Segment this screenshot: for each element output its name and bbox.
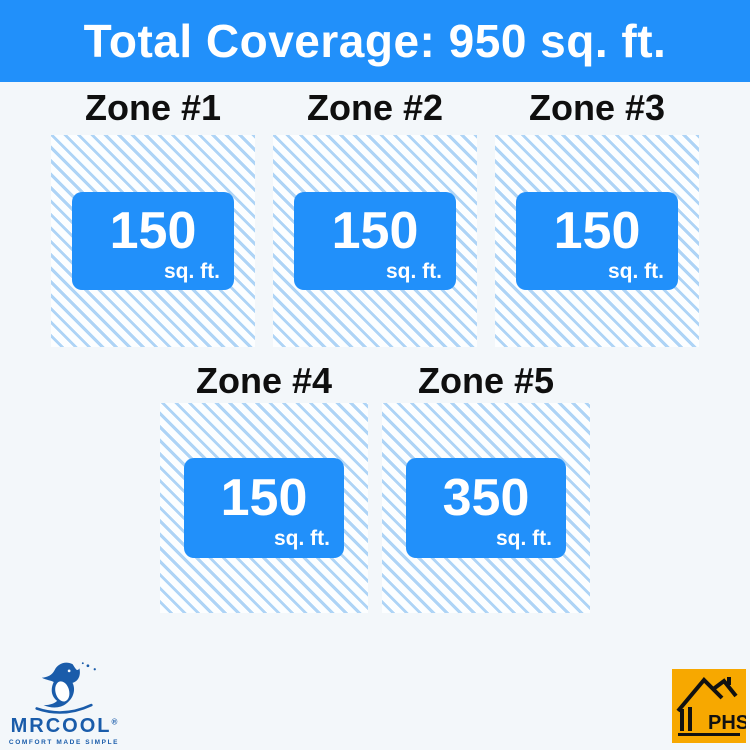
zone-1-coverage-card: 150 sq. ft. — [72, 192, 234, 290]
zone-1-value: 150 — [109, 201, 197, 260]
zone-4-hatched-area: 150 sq. ft. — [160, 403, 368, 613]
zone-panel-2: Zone #2 150 sq. ft. — [273, 90, 477, 347]
phs-house-roof-icon — [676, 677, 738, 731]
zone-5-coverage-card: 350 sq. ft. — [406, 458, 566, 558]
zone-4-unit: sq. ft. — [274, 526, 330, 550]
phs-logo: PHS — [672, 669, 746, 743]
zone-5-title: Zone #5 — [417, 360, 555, 401]
zone-panel-1: Zone #1 150 sq. ft. — [51, 90, 255, 347]
zone-2-title: Zone #2 — [306, 87, 444, 128]
zone-4-coverage-card: 150 sq. ft. — [184, 458, 344, 558]
zone-row-top: Zone #1 150 sq. ft. Zone #2 150 sq. ft. … — [0, 90, 750, 347]
zone-2-hatched-area: 150 sq. ft. — [273, 135, 477, 347]
zone-2-value: 150 — [331, 201, 419, 260]
zone-5-hatched-area: 350 sq. ft. — [382, 403, 590, 613]
mrcool-wordmark: MRCOOL® — [11, 716, 118, 736]
phs-underline — [678, 733, 740, 736]
zone-3-value: 150 — [553, 201, 641, 260]
zone-panel-5: Zone #5 350 sq. ft. — [382, 363, 590, 613]
zone-panel-4: Zone #4 150 sq. ft. — [160, 363, 368, 613]
zone-1-title: Zone #1 — [84, 87, 222, 128]
zone-4-title: Zone #4 — [195, 360, 333, 401]
zone-2-coverage-card: 150 sq. ft. — [294, 192, 456, 290]
zone-3-coverage-card: 150 sq. ft. — [516, 192, 678, 290]
zone-1-unit: sq. ft. — [164, 259, 220, 283]
mrcool-tagline: COMFORT MADE SIMPLE — [8, 739, 120, 746]
zone-3-hatched-area: 150 sq. ft. — [495, 135, 699, 347]
zone-5-value: 350 — [442, 468, 530, 527]
mrcool-logo: MRCOOL® COMFORT MADE SIMPLE — [8, 660, 120, 746]
mrcool-brand-text: MRCOOL — [10, 715, 112, 737]
header-banner: Total Coverage: 950 sq. ft. — [0, 0, 750, 82]
zone-3-title: Zone #3 — [528, 87, 666, 128]
phs-label: PHS — [708, 712, 746, 734]
zone-5-unit: sq. ft. — [496, 526, 552, 550]
zone-panel-3: Zone #3 150 sq. ft. — [495, 90, 699, 347]
page-title: Total Coverage: 950 sq. ft. — [83, 15, 667, 67]
zone-4-value: 150 — [220, 468, 308, 527]
zone-1-hatched-area: 150 sq. ft. — [51, 135, 255, 347]
zone-3-unit: sq. ft. — [608, 259, 664, 283]
mrcool-penguin-icon — [35, 662, 96, 714]
zone-2-unit: sq. ft. — [386, 259, 442, 283]
registered-trademark-symbol: ® — [111, 717, 118, 727]
zone-row-bottom: Zone #4 150 sq. ft. Zone #5 350 sq. ft. — [0, 363, 750, 613]
